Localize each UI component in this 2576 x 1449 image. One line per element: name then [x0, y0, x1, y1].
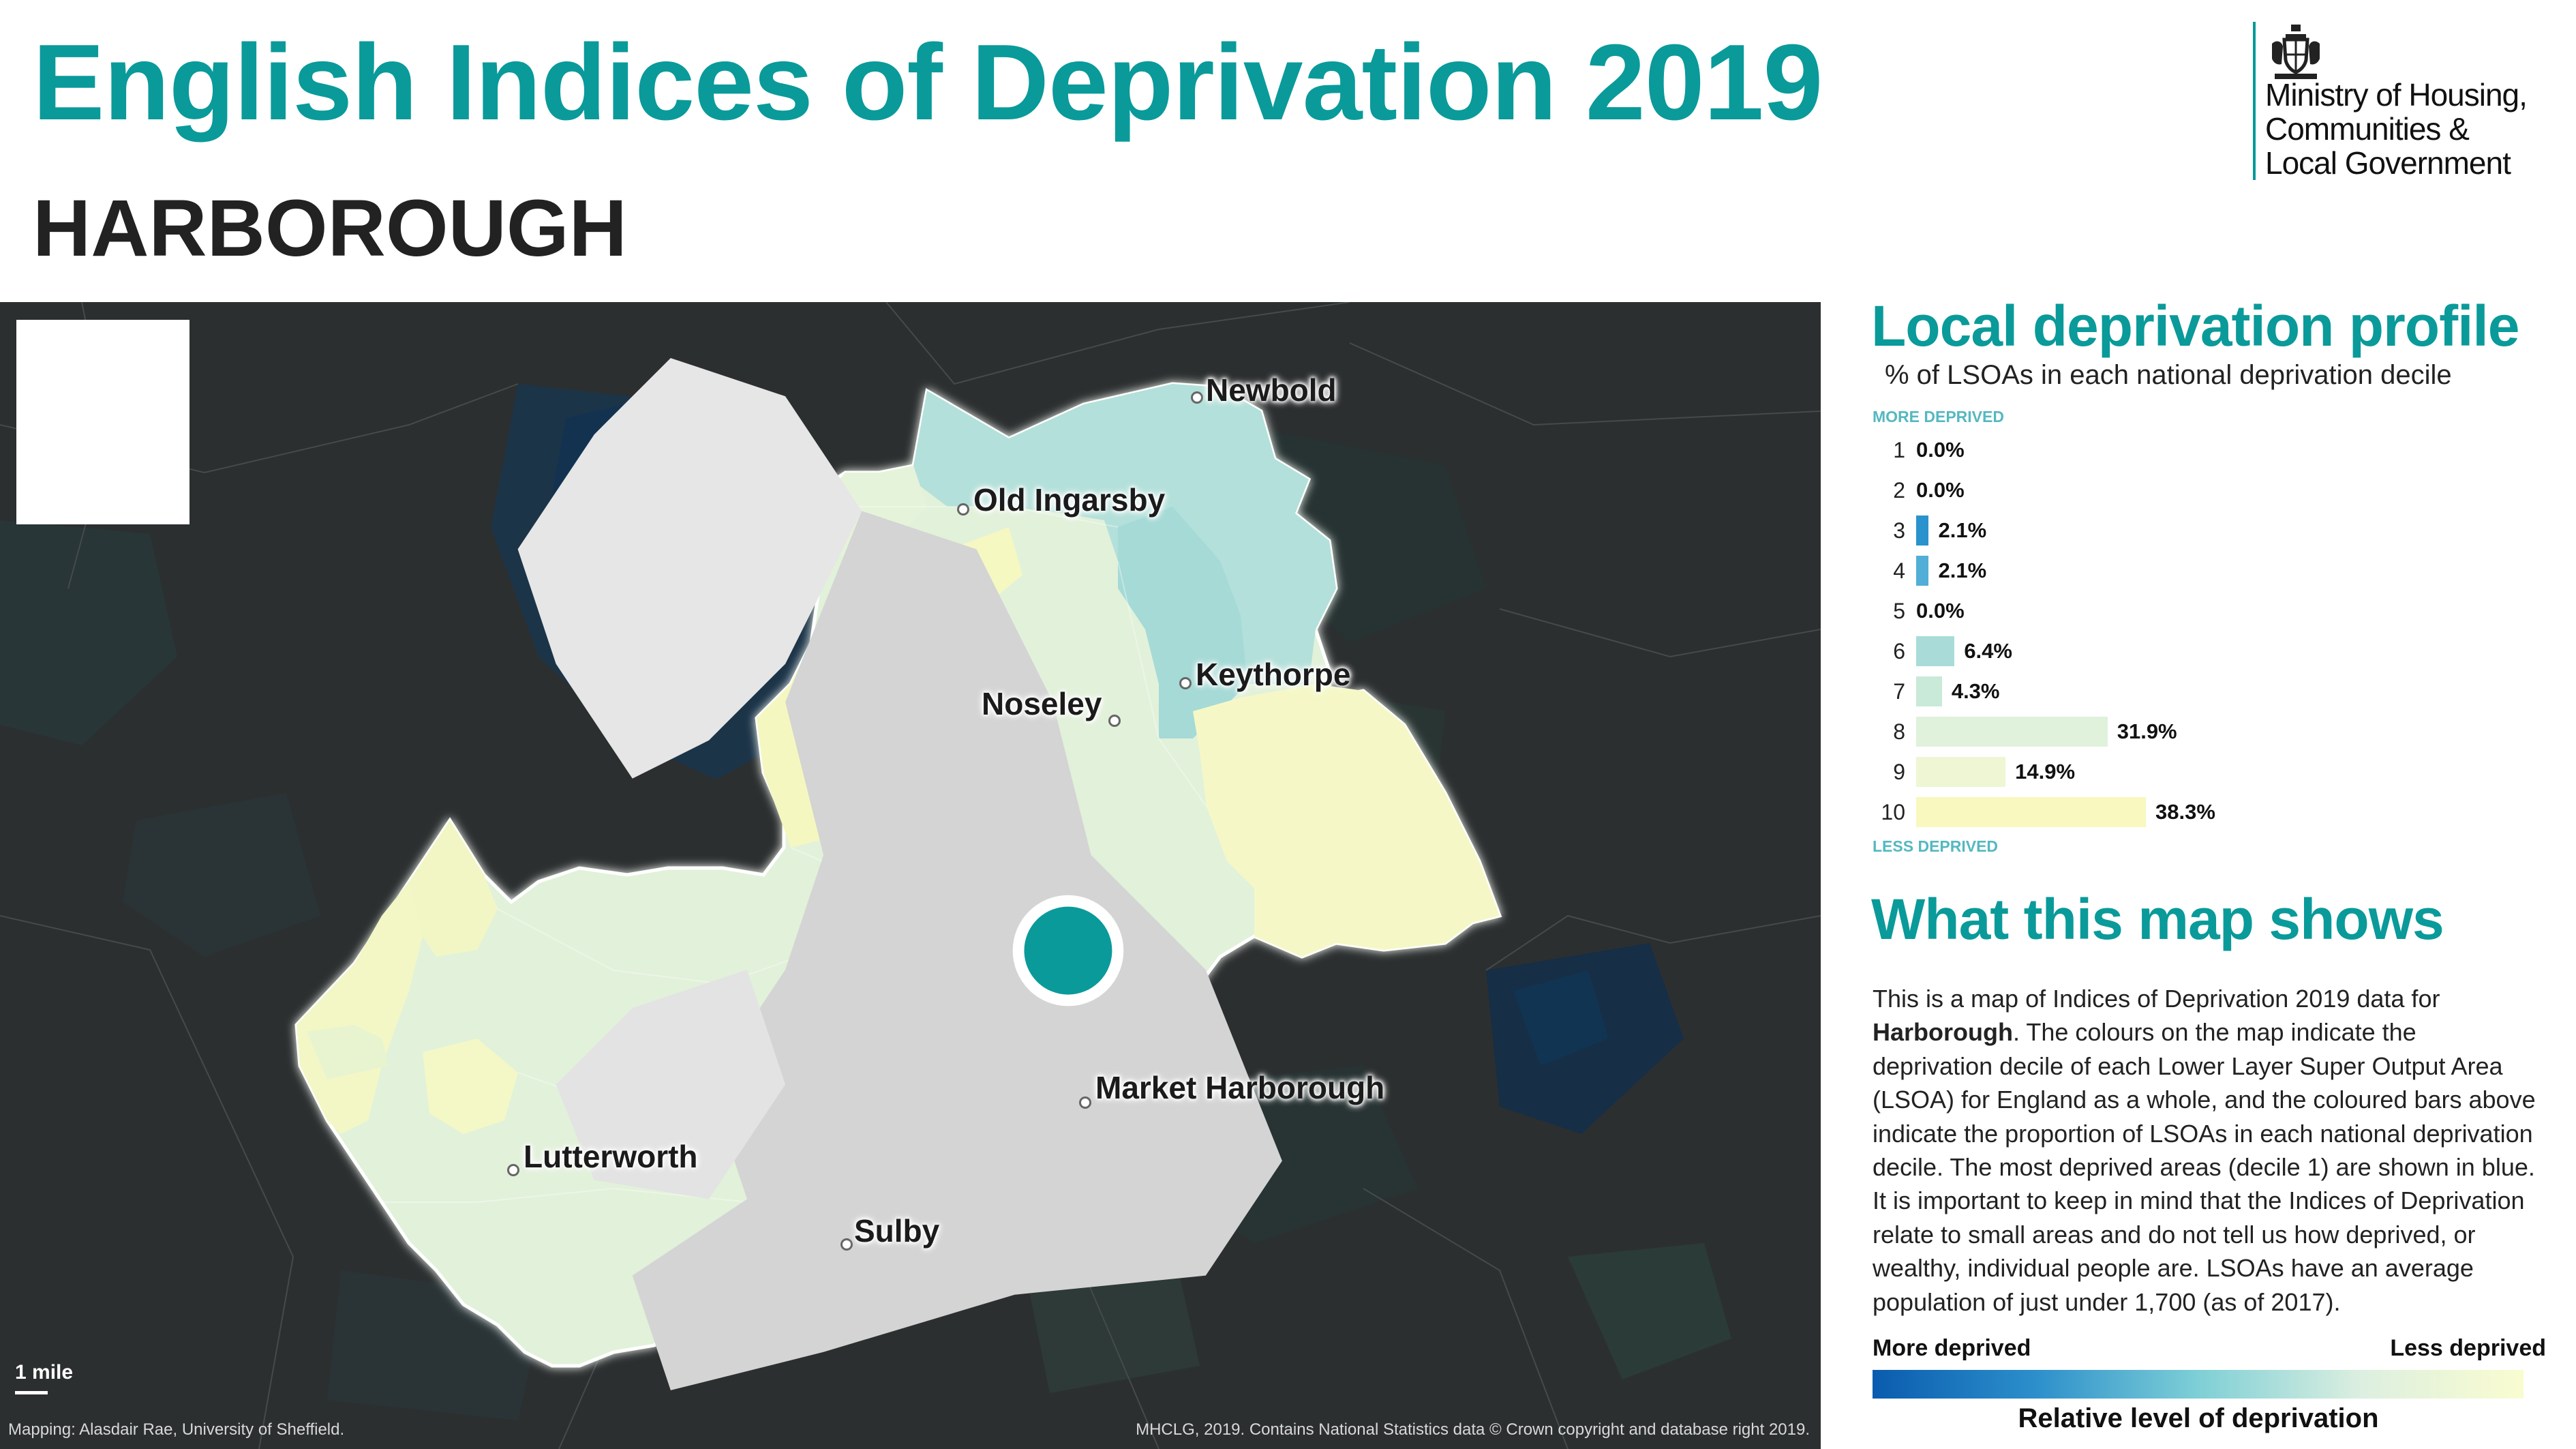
place-label: Newbold [1206, 372, 1337, 408]
place-marker [1179, 677, 1192, 689]
legend-less-deprived: Less deprived [2390, 1335, 2546, 1361]
place-label: Lutterworth [524, 1139, 698, 1174]
decile-percent: 6.4% [1964, 639, 2012, 663]
england-locator-map [16, 320, 1282, 1390]
place-market-harborough: Market Harborough [1079, 1066, 1384, 1109]
logo-divider [2253, 22, 2256, 180]
deprivation-map[interactable]: Newbold Old Ingarsby Keythorpe Noseley M… [0, 302, 1821, 1449]
legend-title: Relative level of deprivation [2018, 1403, 2379, 1433]
decile-bar [1916, 556, 1929, 586]
about-text-district: Harborough [1873, 1018, 2013, 1047]
decile-row: 8 31.9% [1871, 715, 2177, 749]
decile-number: 1 [1893, 437, 1905, 462]
decile-bar [1916, 757, 2006, 787]
place-label: Market Harborough [1095, 1070, 1385, 1105]
decile-bar [1916, 676, 1942, 706]
decile-number: 5 [1893, 598, 1905, 623]
about-text-intro: This is a map of Indices of Deprivation … [1873, 985, 2440, 1013]
decile-row: 5 0.0% [1871, 594, 1965, 628]
place-marker [507, 1164, 519, 1176]
decile-percent: 0.0% [1916, 438, 1965, 462]
profile-title: Local deprivation profile [1871, 294, 2519, 358]
ministry-logo: Ministry of Housing, Communities & Local… [2253, 22, 2566, 180]
decile-percent: 4.3% [1951, 679, 2000, 703]
place-label: Sulby [854, 1213, 940, 1249]
decile-row: 7 4.3% [1871, 674, 2000, 708]
decile-bar [1916, 636, 1955, 666]
decile-bar [1916, 797, 2147, 827]
decile-percent: 31.9% [2117, 719, 2177, 743]
decile-row: 3 2.1% [1871, 513, 1986, 548]
decile-number: 9 [1893, 759, 1905, 784]
side-panel: Local deprivation profile % of LSOAs in … [1871, 293, 2553, 1433]
decile-percent: 14.9% [2015, 760, 2076, 783]
scale-line [15, 1391, 48, 1394]
place-keythorpe: Keythorpe [1179, 657, 1350, 693]
less-deprived-label: LESS DEPRIVED [1873, 837, 1999, 855]
royal-coat-of-arms-icon [2272, 25, 2320, 79]
decile-percent: 38.3% [2155, 800, 2215, 824]
decile-number: 3 [1893, 518, 1905, 543]
place-label: Old Ingarsby [973, 482, 1166, 518]
decile-number: 4 [1893, 558, 1905, 583]
district-name: HARBOROUGH [33, 183, 627, 273]
decile-row: 1 0.0% [1871, 433, 1965, 467]
england-locator-map-icon [517, 358, 1282, 1390]
place-marker [957, 503, 969, 516]
legend-gradient [1873, 1370, 2524, 1399]
scale-label: 1 mile [15, 1361, 74, 1384]
place-marker [1079, 1096, 1091, 1109]
place-sulby: Sulby [840, 1211, 939, 1251]
decile-percent: 2.1% [1938, 558, 1987, 582]
decile-percent: 0.0% [1916, 478, 1965, 502]
about-title: What this map shows [1871, 887, 2444, 951]
place-newbold: Newbold [1191, 372, 1337, 408]
decile-row: 6 6.4% [1871, 634, 2012, 668]
decile-number: 2 [1893, 477, 1905, 503]
decile-bar [1916, 516, 1929, 546]
decile-number: 10 [1881, 799, 1905, 824]
map-canvas[interactable] [0, 302, 1821, 1449]
decile-number: 6 [1893, 638, 1905, 663]
place-old-ingarsby: Old Ingarsby [957, 482, 1165, 518]
more-deprived-label: MORE DEPRIVED [1873, 408, 2004, 425]
decile-number: 7 [1893, 678, 1905, 704]
place-lutterworth: Lutterworth [507, 1137, 698, 1176]
decile-row: 2 0.0% [1871, 473, 1965, 507]
page-title: English Indices of Deprivation 2019 [33, 23, 1823, 143]
profile-subtitle: % of LSOAs in each national deprivation … [1885, 360, 2452, 390]
place-marker [1191, 391, 1203, 404]
decile-percent: 2.1% [1938, 518, 1987, 542]
place-marker [1108, 715, 1121, 727]
place-label: Noseley [982, 686, 1102, 721]
decile-row: 4 2.1% [1871, 554, 1986, 588]
legend-more-deprived: More deprived [1873, 1335, 2031, 1361]
data-credit: MHCLG, 2019. Contains National Statistic… [1136, 1420, 1810, 1439]
scale-bar: 1 mile [15, 1361, 73, 1394]
ministry-name: Ministry of Housing, Communities & Local… [2265, 77, 2528, 181]
about-text-body: . The colours on the map indicate the de… [1873, 1018, 2536, 1316]
decile-row: 10 38.3% [1871, 795, 2215, 829]
about-text: This is a map of Indices of Deprivation … [1873, 982, 2541, 1319]
place-noseley: Noseley [982, 681, 1121, 727]
decile-number: 8 [1893, 719, 1905, 744]
decile-bar [1916, 717, 2108, 747]
mapping-credit: Mapping: Alasdair Rae, University of She… [8, 1420, 345, 1439]
place-label: Keythorpe [1196, 657, 1351, 692]
decile-percent: 0.0% [1916, 599, 1965, 623]
decile-row: 9 14.9% [1871, 755, 2075, 789]
place-marker [840, 1238, 853, 1251]
